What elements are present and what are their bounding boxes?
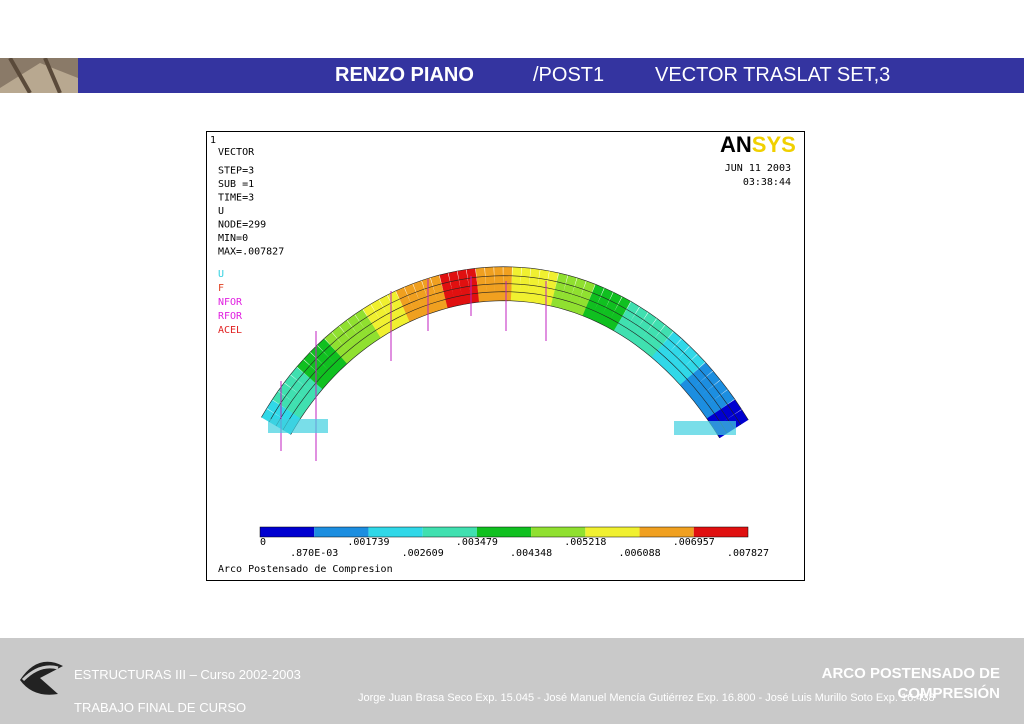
info-line: TIME=3 — [218, 193, 254, 204]
legend-item: NFOR — [218, 297, 243, 308]
arch-outline — [290, 300, 720, 439]
arch-outline — [275, 283, 735, 430]
info-line: VECTOR — [218, 147, 255, 158]
scale-color — [314, 527, 369, 537]
course: ESTRUCTURAS III – Curso 2002-2003 — [74, 667, 301, 682]
scale-frame — [259, 526, 749, 538]
header-image — [0, 58, 78, 93]
topic: ARCO POSTENSADO DE COMPRESIÓN — [821, 665, 1000, 702]
info-line: SUB =1 — [218, 179, 254, 190]
legend-item: U — [218, 269, 224, 280]
legend-item: ACEL — [218, 325, 242, 336]
scale-label: .002609 — [402, 548, 444, 559]
ansys-plot: 1 ANSYS JUN 11 2003 03:38:44 Arco Posten… — [206, 131, 805, 581]
plot-border — [206, 131, 805, 581]
support-left — [268, 419, 328, 433]
title: RENZO PIANO — [335, 64, 474, 86]
info-line: MIN=0 — [218, 233, 248, 244]
scale-color — [531, 527, 586, 537]
caption: Arco Postensado de Compresion — [218, 564, 393, 575]
scale-color — [368, 527, 423, 537]
scale-color — [693, 527, 748, 537]
arch-outline — [261, 266, 749, 421]
scale-label: .007827 — [727, 548, 769, 559]
arch — [261, 266, 749, 461]
scale-color — [260, 527, 315, 537]
date: JUN 11 2003 — [725, 163, 791, 174]
arch-outline — [282, 291, 728, 434]
logo: ANSYS — [720, 132, 796, 157]
scale-color — [476, 527, 532, 537]
scale-label: .004348 — [510, 548, 552, 559]
scale-label: .006088 — [618, 548, 660, 559]
plot-name: VECTOR TRASLAT SET,3 — [655, 64, 891, 86]
authors: Jorge Juan Brasa Seco Exp. 15.045 - José… — [358, 692, 935, 704]
legend-item: RFOR — [218, 311, 243, 322]
footer-logo — [20, 661, 63, 695]
scale-label: .001739 — [347, 537, 389, 548]
scale-color — [585, 527, 640, 537]
info-line: MAX=.007827 — [218, 247, 284, 258]
subtitle: TRABAJO FINAL DE CURSO — [74, 700, 247, 715]
scale-color — [422, 527, 477, 537]
scale-label: .003479 — [456, 537, 498, 548]
info-line: NODE=299 — [218, 220, 266, 231]
header-bar: RENZO PIANO /POST1 VECTOR TRASLAT SET,3 — [0, 58, 1024, 93]
window-number: 1 — [210, 135, 216, 146]
info-line: U — [218, 206, 224, 217]
command: /POST1 — [533, 64, 605, 86]
info-line: STEP=3 — [218, 166, 254, 177]
scale-label: .005218 — [564, 537, 606, 548]
scale-label: 0 — [260, 537, 266, 548]
scale-label: .006957 — [673, 537, 715, 548]
scale-color — [639, 527, 694, 537]
footer: ESTRUCTURAS III – Curso 2002-2003 TRABAJ… — [0, 638, 1024, 724]
scale-label: .870E-03 — [290, 548, 338, 559]
support-right — [674, 421, 736, 435]
arch-outline — [268, 275, 742, 425]
legend-item: F — [218, 283, 224, 294]
time: 03:38:44 — [743, 177, 791, 188]
